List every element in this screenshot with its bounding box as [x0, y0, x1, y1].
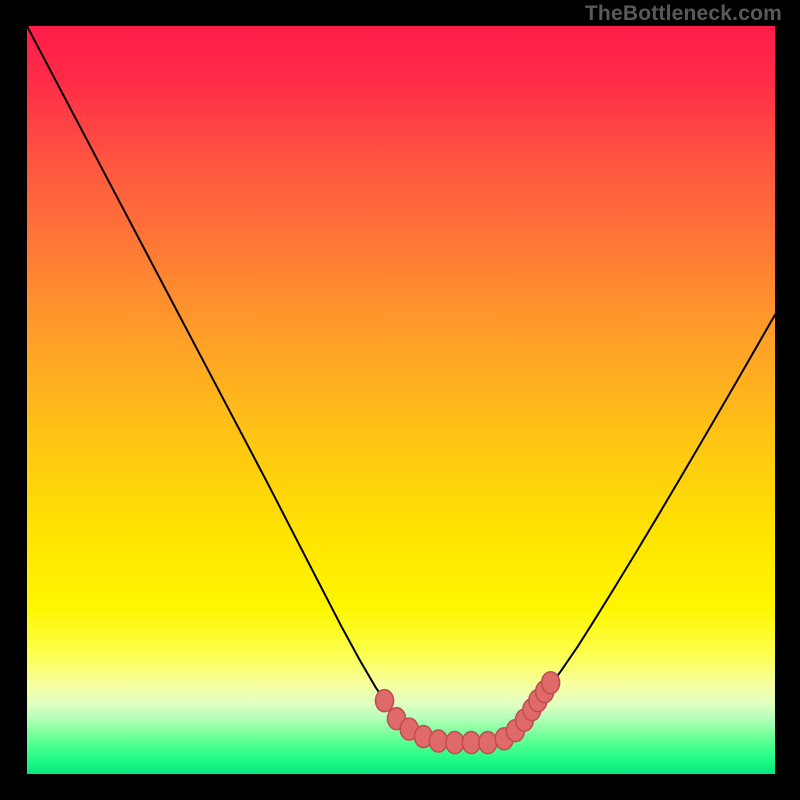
curve-marker: [542, 672, 560, 694]
chart-frame: TheBottleneck.com: [0, 0, 800, 800]
curve-marker: [479, 732, 497, 754]
source-watermark: TheBottleneck.com: [585, 2, 782, 26]
curve-marker: [462, 732, 480, 754]
plot-area: [27, 26, 775, 774]
curve-marker: [429, 730, 447, 752]
curve-marker: [376, 690, 394, 712]
plot-svg: [27, 26, 775, 774]
gradient-background: [27, 26, 775, 774]
curve-marker: [446, 732, 464, 754]
